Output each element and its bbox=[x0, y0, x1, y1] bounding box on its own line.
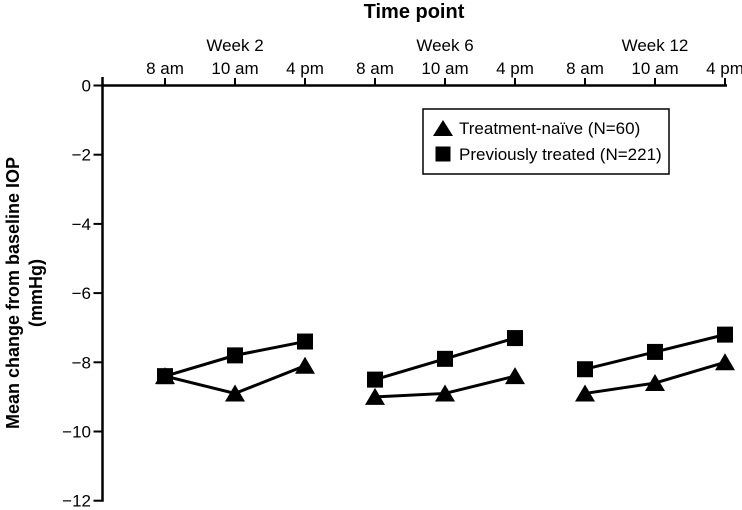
legend-label-treatment-naive: Treatment-naïve (N=60) bbox=[459, 119, 640, 138]
x-axis-ticks: 8 am 10 am 4 pm 8 am 10 am 4 pm 8 am 10 am 4 pm bbox=[146, 59, 742, 86]
week-label: Week 2 bbox=[206, 36, 263, 55]
y-tick-label: −2 bbox=[72, 146, 91, 165]
x-axis-title: Time point bbox=[364, 1, 465, 23]
y-axis-ticks: 0 −2 −4 −6 −8 −10 −12 bbox=[62, 77, 103, 510]
x-tick-label: 8 am bbox=[566, 59, 604, 78]
data-point-square bbox=[717, 326, 733, 343]
y-tick-label: 0 bbox=[82, 77, 91, 96]
data-point-triangle bbox=[505, 367, 525, 385]
data-point-square bbox=[507, 330, 523, 347]
y-tick-label: −8 bbox=[72, 353, 91, 372]
data-point-square bbox=[227, 347, 243, 364]
legend: Treatment-naïve (N=60) Previously treate… bbox=[422, 108, 670, 175]
x-tick-label: 4 pm bbox=[286, 59, 324, 78]
x-tick-label: 10 am bbox=[631, 59, 678, 78]
x-tick-label: 10 am bbox=[211, 59, 258, 78]
data-point-triangle bbox=[225, 384, 245, 402]
week-label: Week 6 bbox=[416, 36, 473, 55]
legend-triangle-marker-icon bbox=[433, 120, 453, 136]
x-tick-label: 8 am bbox=[356, 59, 394, 78]
data-point-square bbox=[157, 368, 173, 385]
legend-box bbox=[422, 108, 670, 175]
data-point-square bbox=[647, 343, 663, 360]
y-tick-label: −4 bbox=[72, 215, 91, 234]
data-point-triangle bbox=[295, 356, 315, 374]
y-tick-label: −6 bbox=[72, 284, 91, 303]
data-series bbox=[155, 326, 735, 405]
x-tick-label: 4 pm bbox=[706, 59, 742, 78]
week-group-labels: Week 2 Week 6 Week 12 bbox=[206, 36, 688, 55]
data-point-square bbox=[577, 361, 593, 378]
y-tick-label: −10 bbox=[62, 423, 91, 442]
week-label: Week 12 bbox=[622, 36, 689, 55]
legend-square-marker-icon bbox=[435, 146, 451, 162]
x-tick-label: 10 am bbox=[421, 59, 468, 78]
y-tick-label: −12 bbox=[62, 492, 91, 510]
data-point-square bbox=[437, 350, 453, 367]
x-tick-label: 8 am bbox=[146, 59, 184, 78]
data-point-triangle bbox=[575, 384, 595, 402]
data-point-triangle bbox=[645, 374, 665, 392]
x-tick-label: 4 pm bbox=[496, 59, 534, 78]
data-point-triangle bbox=[715, 353, 735, 371]
y-axis-label-line1: Mean change from baseline IOP bbox=[3, 157, 23, 429]
data-point-triangle bbox=[435, 384, 455, 402]
data-point-square bbox=[367, 371, 383, 388]
legend-label-previously-treated: Previously treated (N=221) bbox=[459, 145, 662, 164]
data-point-square bbox=[297, 333, 313, 350]
y-axis-label-line2: (mmHg) bbox=[26, 259, 46, 327]
data-point-triangle bbox=[365, 387, 385, 405]
